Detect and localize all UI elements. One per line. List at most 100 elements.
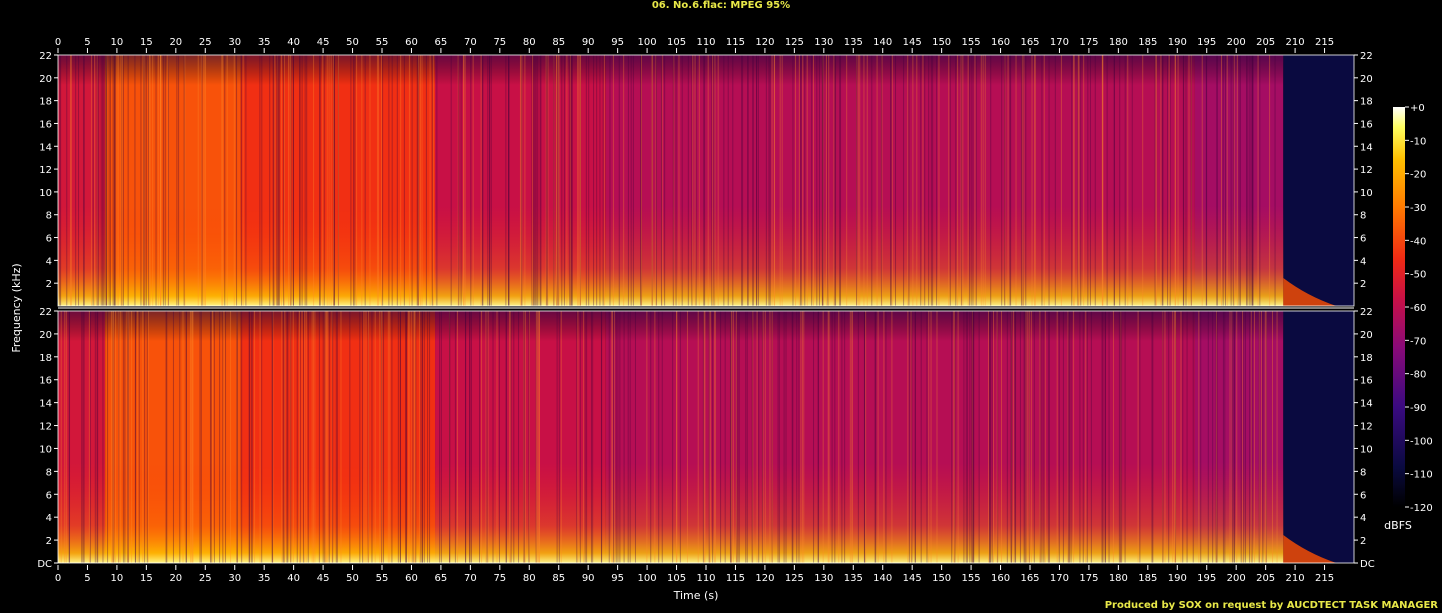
spectrogram-streak	[142, 311, 144, 563]
spectrogram-streak	[1047, 311, 1049, 563]
spectrogram-streak	[1048, 55, 1050, 306]
spectrogram-streak	[752, 55, 754, 306]
spectrogram-streak	[113, 55, 115, 306]
spectrogram-streak	[1090, 311, 1092, 563]
spectrogram-streak	[414, 311, 416, 563]
axes: 0055101015152020252530303535404045455050…	[37, 37, 1374, 584]
spectrogram-streak	[472, 55, 474, 306]
spectrogram-streak	[1192, 311, 1194, 563]
spectrogram-streak	[108, 55, 110, 306]
spectrogram-streak	[960, 55, 962, 306]
spectrogram-streak	[651, 55, 653, 306]
spectrogram-streak	[777, 311, 779, 563]
spectrogram-streak	[1009, 55, 1011, 306]
spectrogram-streak	[213, 311, 215, 563]
x-tick-label-bottom: 130	[814, 573, 833, 584]
x-tick-label-top: 10	[111, 37, 124, 48]
spectrogram-streak	[1044, 311, 1046, 563]
spectrogram-streak	[1258, 311, 1260, 563]
spectrogram-streak	[792, 311, 794, 563]
spectrogram-streak	[545, 55, 547, 306]
x-tick-label-bottom: 180	[1109, 573, 1128, 584]
x-tick-label-top: 160	[991, 37, 1010, 48]
spectrogram-streak	[299, 55, 301, 306]
spectrogram-streak	[920, 55, 922, 306]
spectrogram-streak	[289, 55, 291, 306]
spectrogram-streak	[1077, 55, 1079, 306]
spectrogram-streak	[449, 311, 451, 563]
spectrogram-streak	[144, 311, 146, 563]
spectrogram-streak	[831, 311, 833, 563]
spectrogram-streak	[261, 311, 263, 563]
spectrogram-streak	[127, 311, 129, 563]
frequency-shading	[58, 55, 1284, 306]
colorbar-tick-label: -60	[1410, 303, 1426, 314]
spectrogram-streak	[1264, 311, 1266, 563]
spectrogram-streak	[1169, 55, 1171, 306]
x-tick-label-bottom: 150	[932, 573, 951, 584]
spectrogram-streak	[762, 311, 764, 563]
x-tick-label-bottom: 140	[873, 573, 892, 584]
spectrogram-streak	[932, 55, 934, 306]
spectrogram-streak	[314, 311, 316, 563]
spectrogram-streak	[1073, 55, 1075, 306]
spectrogram-streak	[92, 55, 94, 306]
spectrogram-streak	[1154, 55, 1156, 306]
spectrogram-streak	[1185, 55, 1187, 306]
x-tick-label-top: 105	[667, 37, 686, 48]
spectrogram-streak	[200, 311, 202, 563]
spectrogram-streak	[326, 311, 328, 563]
spectrogram-streak	[781, 55, 783, 306]
spectrogram-streak	[179, 311, 181, 563]
spectrogram-streak	[846, 55, 848, 306]
spectrogram-streak	[1058, 311, 1060, 563]
spectrogram-streak	[1001, 55, 1003, 306]
x-tick-label-bottom: 5	[84, 573, 90, 584]
spectrogram-streak	[651, 55, 653, 306]
y-tick-label-right: 12	[1360, 165, 1373, 176]
x-tick-label-top: 0	[55, 37, 61, 48]
spectrogram-streak	[969, 311, 971, 563]
spectrogram-streak	[324, 311, 326, 563]
spectrogram-streak	[813, 55, 815, 306]
spectrogram-streak	[464, 311, 466, 563]
spectrogram-streak	[490, 55, 492, 306]
spectrogram-streak	[411, 311, 413, 563]
spectrogram-streak	[251, 311, 253, 563]
spectrogram-streak	[1243, 311, 1245, 563]
spectrogram-streak	[687, 55, 689, 306]
spectrogram-streak	[821, 55, 823, 306]
spectrogram-streak	[416, 55, 418, 306]
x-tick-label-bottom: 55	[376, 573, 389, 584]
spectrogram-streak	[533, 55, 535, 306]
spectrogram-streak	[126, 311, 128, 563]
x-tick-label-top: 90	[582, 37, 595, 48]
spectrogram-streak	[349, 311, 351, 563]
spectrogram-streak	[703, 311, 705, 563]
spectrogram-streak	[362, 311, 364, 563]
spectrogram-streak	[290, 311, 292, 563]
spectrogram-streak	[192, 311, 194, 563]
spectrogram-streak	[540, 55, 542, 306]
spectrogram-streak	[1252, 55, 1254, 306]
spectrogram-streak	[828, 311, 830, 563]
spectrogram-streak	[1022, 55, 1024, 306]
spectrogram-streak	[1155, 55, 1157, 306]
spectrogram-streak	[96, 311, 98, 563]
spectrogram-streak	[864, 311, 866, 563]
spectrogram-streak	[236, 311, 238, 563]
spectrogram-streak	[599, 55, 601, 306]
spectrogram-streak	[596, 55, 598, 306]
spectrogram-streak	[546, 55, 548, 306]
spectrogram-streak	[78, 55, 80, 306]
spectrogram-streak	[1262, 311, 1264, 563]
spectrogram-streak	[691, 55, 693, 306]
spectrogram-streak	[102, 311, 104, 563]
spectrogram-streak	[833, 55, 835, 306]
spectrogram-streak	[1190, 55, 1192, 306]
spectrogram-streak	[991, 311, 993, 563]
spectrogram-streak	[112, 55, 114, 306]
spectrogram-streak	[1246, 55, 1248, 306]
spectrogram-streak	[1039, 311, 1041, 563]
spectrogram-streak	[914, 311, 916, 563]
